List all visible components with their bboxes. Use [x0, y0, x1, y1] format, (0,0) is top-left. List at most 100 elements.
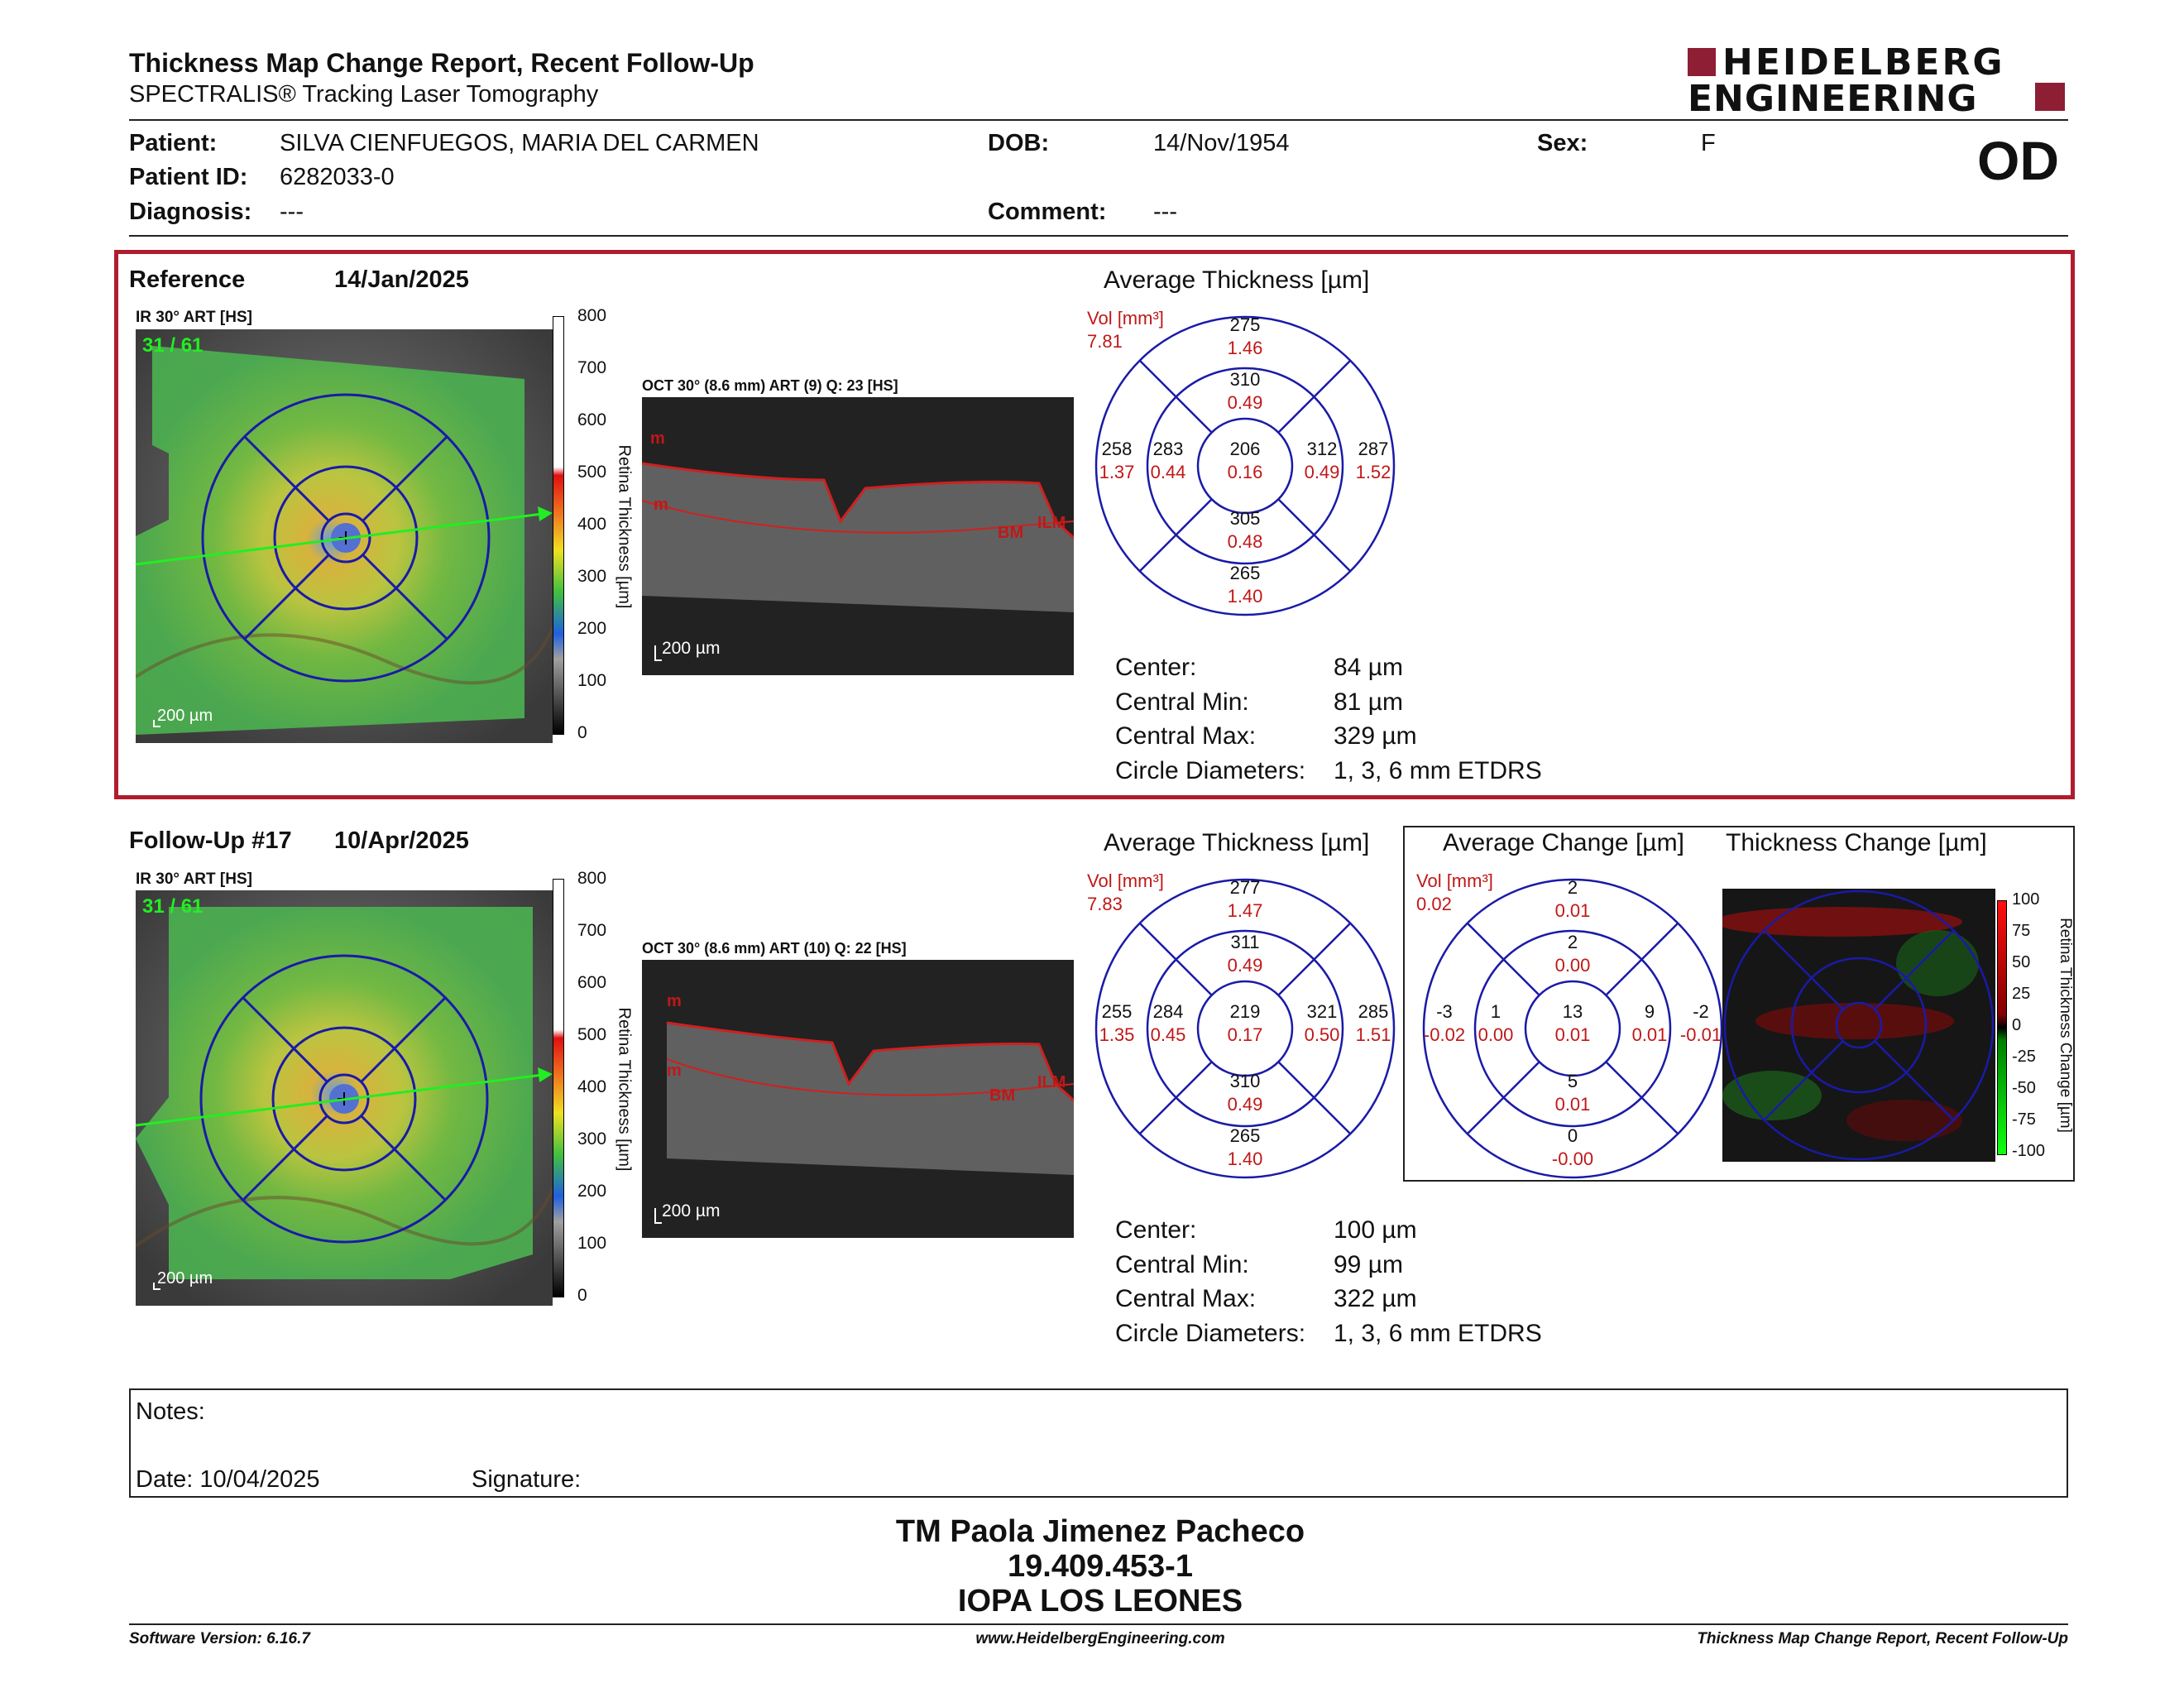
svg-text:ILM: ILM [1037, 514, 1066, 532]
svg-text:m: m [667, 1062, 682, 1080]
etdrs-outer-nas-thickness: 255 [1101, 1001, 1133, 1022]
header-divider [129, 119, 2068, 121]
etdrs-outer-sup-thickness: 275 [1229, 314, 1261, 335]
change-scale-tick: -25 [2012, 1048, 2036, 1066]
reference-thickness-map: 31 / 61 200 µm [134, 329, 554, 743]
change-vol-value: 0.02 [1416, 894, 1452, 914]
signer-rut: 19.409.453-1 [1008, 1549, 1193, 1584]
etdrs-inner-sup-change: 2 [1567, 932, 1578, 952]
etdrs-center-volume: 0.17 [1227, 1024, 1263, 1045]
scale-tick: 600 [577, 973, 607, 992]
reference-map-scalebar: 200 µm [157, 707, 213, 725]
website-link[interactable]: www.HeidelbergEngineering.com [975, 1630, 1225, 1647]
etdrs-outer-tem-volume: 1.51 [1355, 1024, 1391, 1045]
svg-text:BM: BM [998, 524, 1023, 542]
change-scale-tick: -100 [2012, 1142, 2046, 1160]
stat-value: 99 µm [1334, 1250, 1403, 1278]
change-scale-title: Retina Thickness Change [µm] [2057, 918, 2074, 1133]
reference-ir-label: IR 30° ART [HS] [136, 309, 252, 326]
etdrs-inner-inf-volume: 0.49 [1227, 1094, 1263, 1115]
etdrs-inner-inf-thickness: 310 [1229, 1071, 1261, 1091]
change-scale-tick: 100 [2012, 890, 2040, 909]
etdrs-outer-tem-thickness: 287 [1358, 439, 1389, 459]
followup-label: Follow-Up #17 [129, 827, 292, 854]
change-avg-title: Average Change [µm] [1443, 829, 1684, 856]
followup-scale-title: Retina Thickness [µm] [615, 1007, 634, 1172]
patient-divider [129, 235, 2068, 237]
stat-label: Circle Diameters: [1115, 1319, 1306, 1347]
followup-scale-ticks: 800 700 600 500 400 300 200 100 0 [571, 869, 620, 1307]
followup-color-scale [553, 879, 564, 1297]
reference-section [114, 250, 2075, 799]
svg-text:m: m [667, 992, 682, 1010]
stat-value: 1, 3, 6 mm ETDRS [1334, 756, 1542, 784]
scale-tick: 700 [577, 921, 607, 940]
signer-org: IOPA LOS LEONES [957, 1584, 1243, 1618]
etdrs-outer-inf-thickness: 265 [1229, 563, 1261, 583]
followup-vol-label: Vol [mm³] [1087, 870, 1164, 891]
etdrs-inner-tem-change: 9 [1644, 1001, 1655, 1022]
etdrs-outer-sup-volume-change: 0.01 [1554, 900, 1591, 921]
scale-tick: 800 [577, 869, 607, 888]
etdrs-inner-inf-volume: 0.48 [1227, 531, 1263, 552]
followup-thickness-map: 31 / 61 200 µm [134, 890, 554, 1306]
sex-label: Sex: [1537, 130, 1588, 156]
stat-value: 81 µm [1334, 688, 1403, 716]
reference-date: 14/Jan/2025 [334, 266, 469, 293]
report-title: Thickness Map Change Report, Recent Foll… [129, 48, 754, 78]
etdrs-inner-nas-volume-change: 0.00 [1478, 1024, 1514, 1045]
etdrs-inner-inf-change: 5 [1567, 1071, 1578, 1091]
etdrs-inner-nas-volume: 0.44 [1150, 462, 1186, 482]
reference-avg-title: Average Thickness [µm] [1104, 266, 1370, 294]
followup-oct-scalebar: 200 µm [662, 1201, 721, 1220]
scale-tick: 200 [577, 1182, 607, 1201]
scale-tick: 0 [577, 723, 587, 742]
scale-tick: 300 [577, 567, 607, 586]
etdrs-inner-sup-volume: 0.49 [1227, 392, 1263, 413]
scale-tick: 800 [577, 306, 607, 325]
etdrs-outer-nas-volume-change: -0.02 [1423, 1024, 1466, 1045]
etdrs-outer-nas-volume: 1.35 [1099, 1024, 1135, 1045]
etdrs-inner-inf-volume-change: 0.01 [1554, 1094, 1591, 1115]
etdrs-inner-nas-thickness: 283 [1152, 439, 1184, 459]
etdrs-outer-tem-change: -2 [1693, 1001, 1709, 1022]
reference-label: Reference [129, 266, 246, 293]
reference-scale-title: Retina Thickness [µm] [615, 444, 634, 609]
change-map-title: Thickness Change [µm] [1726, 829, 1987, 856]
reference-stats-labels: Center: Central Min: Central Max: Circle… [1115, 650, 1305, 788]
change-color-scale [1997, 900, 2007, 1155]
stat-value: 84 µm [1334, 654, 1403, 681]
followup-map-scalebar: 200 µm [157, 1269, 213, 1288]
eye-label: OD [1977, 130, 2059, 191]
followup-oct-label: OCT 30° (8.6 mm) ART (10) Q: 22 [HS] [642, 940, 907, 957]
scale-tick: 100 [577, 671, 607, 690]
footer-report-name: Thickness Map Change Report, Recent Foll… [1697, 1630, 2068, 1647]
followup-stats-values: 100 µm 99 µm 322 µm 1, 3, 6 mm ETDRS [1334, 1213, 1542, 1350]
diagnosis-label: Diagnosis: [129, 199, 252, 225]
etdrs-outer-tem-thickness: 285 [1358, 1001, 1389, 1022]
change-scale-tick: -50 [2012, 1079, 2036, 1097]
etdrs-outer-tem-volume: 1.52 [1355, 462, 1391, 482]
etdrs-outer-inf-volume: 1.40 [1227, 586, 1263, 607]
etdrs-outer-tem-volume-change: -0.01 [1679, 1024, 1722, 1045]
etdrs-outer-nas-thickness: 258 [1101, 439, 1133, 459]
followup-date: 10/Apr/2025 [334, 827, 469, 854]
stat-value: 329 µm [1334, 722, 1417, 750]
followup-ir-label: IR 30° ART [HS] [136, 870, 252, 888]
stat-label: Central Min: [1115, 1250, 1249, 1278]
reference-scale-ticks: 800 700 600 500 400 300 200 100 0 [571, 306, 620, 745]
reference-oct-label: OCT 30° (8.6 mm) ART (9) Q: 23 [HS] [642, 377, 898, 394]
reference-etdrs-grid: 275 1.46 310 0.49 206 0.16 305 0.48 265 … [1094, 314, 1396, 617]
reference-ir-counter: 31 / 61 [142, 334, 204, 357]
logo-square-bottom [2035, 83, 2065, 111]
svg-text:m: m [654, 496, 668, 514]
followup-vol-value: 7.83 [1087, 894, 1123, 914]
notes-box[interactable] [129, 1388, 2068, 1498]
etdrs-inner-tem-thickness: 321 [1306, 1001, 1338, 1022]
svg-text:m: m [650, 429, 665, 448]
change-vol-label: Vol [mm³] [1416, 870, 1493, 891]
dob-value: 14/Nov/1954 [1153, 130, 1290, 156]
etdrs-inner-sup-volume: 0.49 [1227, 955, 1263, 976]
patient-label: Patient: [129, 130, 218, 156]
etdrs-inner-sup-thickness: 310 [1229, 369, 1261, 390]
